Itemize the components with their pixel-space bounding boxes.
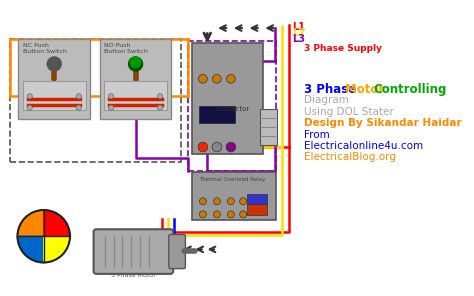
Circle shape	[212, 75, 221, 83]
Circle shape	[228, 211, 235, 218]
FancyBboxPatch shape	[199, 106, 235, 123]
Circle shape	[157, 105, 163, 110]
Circle shape	[76, 94, 82, 99]
Text: Using DOL Stater: Using DOL Stater	[304, 107, 394, 117]
Text: L1: L1	[292, 22, 305, 32]
Text: Motor: Motor	[345, 83, 388, 96]
FancyBboxPatch shape	[191, 172, 276, 220]
Circle shape	[227, 75, 235, 83]
Text: Thermal Overload Relay: Thermal Overload Relay	[200, 177, 266, 182]
FancyBboxPatch shape	[23, 81, 86, 110]
FancyBboxPatch shape	[18, 38, 90, 119]
Circle shape	[200, 211, 206, 218]
Circle shape	[213, 198, 220, 205]
FancyBboxPatch shape	[247, 194, 267, 204]
Circle shape	[199, 75, 207, 83]
Circle shape	[109, 105, 114, 110]
Circle shape	[240, 198, 246, 205]
FancyBboxPatch shape	[191, 43, 263, 154]
FancyBboxPatch shape	[260, 109, 277, 145]
Text: L2: L2	[292, 28, 305, 38]
Text: From: From	[304, 130, 330, 139]
Wedge shape	[18, 236, 44, 263]
Circle shape	[198, 142, 208, 152]
FancyBboxPatch shape	[100, 38, 172, 119]
FancyBboxPatch shape	[169, 234, 185, 268]
Text: Electricalonline4u.com: Electricalonline4u.com	[304, 141, 423, 151]
Wedge shape	[44, 210, 70, 236]
Text: 3 Phase Motor: 3 Phase Motor	[110, 273, 155, 278]
Text: Diagram: Diagram	[304, 95, 349, 105]
Text: L3: L3	[292, 34, 305, 44]
Circle shape	[213, 211, 220, 218]
Circle shape	[109, 94, 114, 99]
Text: ElectricalBlog.org: ElectricalBlog.org	[304, 152, 396, 162]
Text: Controlling: Controlling	[374, 83, 447, 96]
Text: 3 Phase: 3 Phase	[304, 83, 361, 96]
FancyBboxPatch shape	[93, 229, 173, 274]
Circle shape	[27, 105, 32, 110]
Circle shape	[128, 57, 143, 71]
Circle shape	[200, 198, 206, 205]
Wedge shape	[44, 236, 70, 263]
Circle shape	[240, 211, 246, 218]
Circle shape	[228, 198, 235, 205]
Text: Contactor: Contactor	[216, 107, 250, 112]
Text: 3 Phase Supply: 3 Phase Supply	[304, 44, 383, 53]
Text: NO Push
Button Switch: NO Push Button Switch	[104, 43, 148, 54]
Circle shape	[27, 94, 32, 99]
Text: NC Push
Button Switch: NC Push Button Switch	[23, 43, 67, 54]
Circle shape	[47, 57, 61, 71]
Circle shape	[76, 105, 82, 110]
Circle shape	[157, 94, 163, 99]
Circle shape	[130, 57, 141, 67]
Wedge shape	[18, 210, 44, 236]
FancyBboxPatch shape	[247, 203, 267, 215]
Circle shape	[212, 142, 222, 152]
Circle shape	[226, 142, 236, 152]
Text: Design By Sikandar Haidar: Design By Sikandar Haidar	[304, 118, 462, 128]
FancyBboxPatch shape	[104, 81, 167, 110]
